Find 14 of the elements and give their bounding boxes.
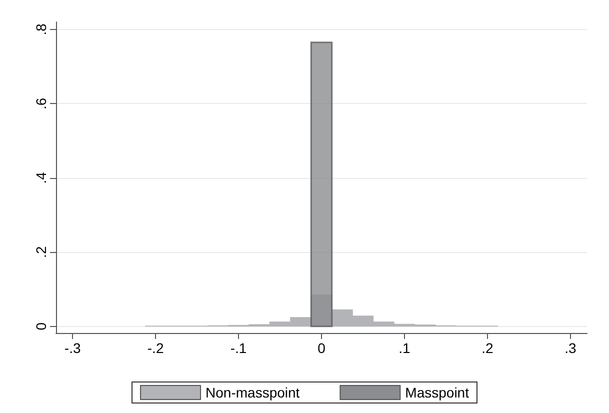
y-tick-label: .8 bbox=[33, 23, 49, 36]
y-tick-label: .4 bbox=[33, 172, 49, 184]
legend-label: Non-masspoint bbox=[206, 384, 300, 400]
x-tick-label: -.1 bbox=[230, 340, 247, 356]
x-tick-label: .2 bbox=[482, 340, 494, 356]
x-tick-label: -.2 bbox=[147, 340, 164, 356]
y-tick-label: .2 bbox=[33, 246, 49, 258]
x-tick-label: -.3 bbox=[64, 340, 81, 356]
y-tick-label: 0 bbox=[33, 322, 49, 330]
legend-label: Masspoint bbox=[405, 384, 470, 400]
x-tick-label: .1 bbox=[398, 340, 411, 356]
x-tick-label: .3 bbox=[564, 340, 576, 356]
x-tick-label: 0 bbox=[318, 340, 326, 356]
y-tick-label: .6 bbox=[33, 98, 49, 110]
